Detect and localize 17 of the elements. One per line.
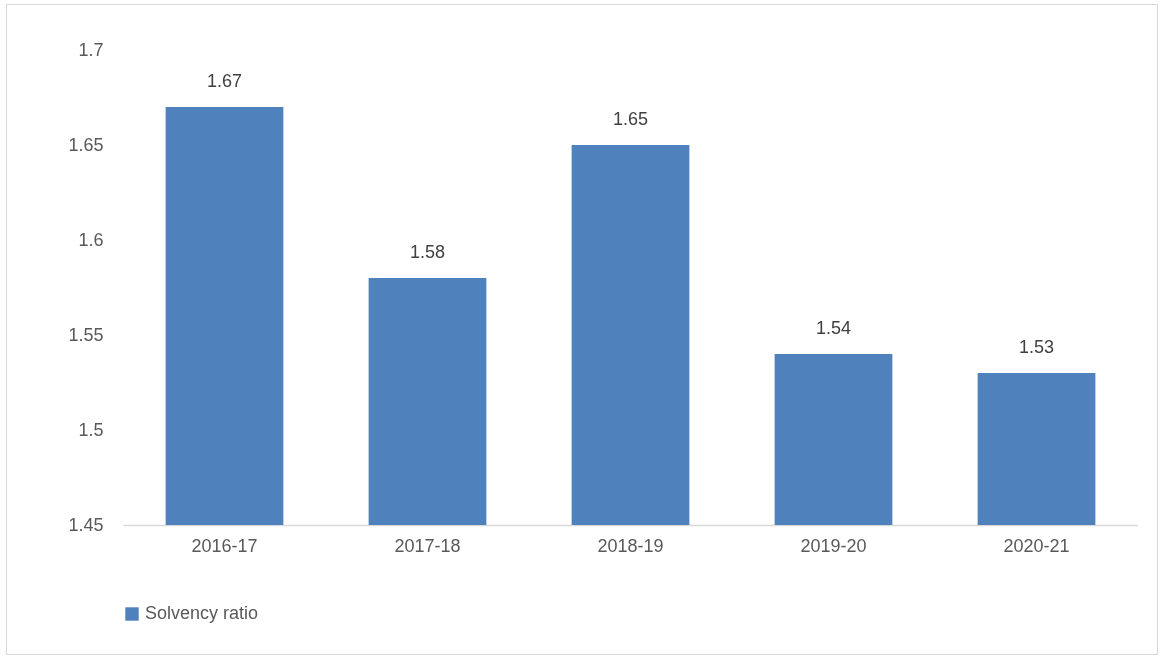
data-label: 1.65: [612, 109, 649, 129]
y-tick-label: 1.65: [68, 134, 104, 155]
data-label: 1.58: [409, 242, 446, 262]
y-tick-label: 1.6: [78, 229, 104, 250]
data-label: 1.54: [815, 318, 852, 338]
y-tick-label: 1.7: [78, 39, 104, 60]
y-tick-label: 1.5: [78, 419, 104, 440]
x-tick-label: 2018-19: [597, 535, 664, 556]
x-tick-label: 2020-21: [1003, 535, 1070, 556]
y-tick-label: 1.45: [68, 514, 104, 535]
x-tick-label: 2016-17: [191, 535, 258, 556]
data-label: 1.53: [1018, 337, 1055, 357]
data-label: 1.67: [206, 71, 243, 91]
x-tick-label: 2017-18: [394, 535, 461, 556]
legend-label: Solvency ratio: [145, 603, 259, 623]
y-tick-label: 1.55: [68, 324, 104, 345]
x-tick-label: 2019-20: [800, 535, 867, 556]
